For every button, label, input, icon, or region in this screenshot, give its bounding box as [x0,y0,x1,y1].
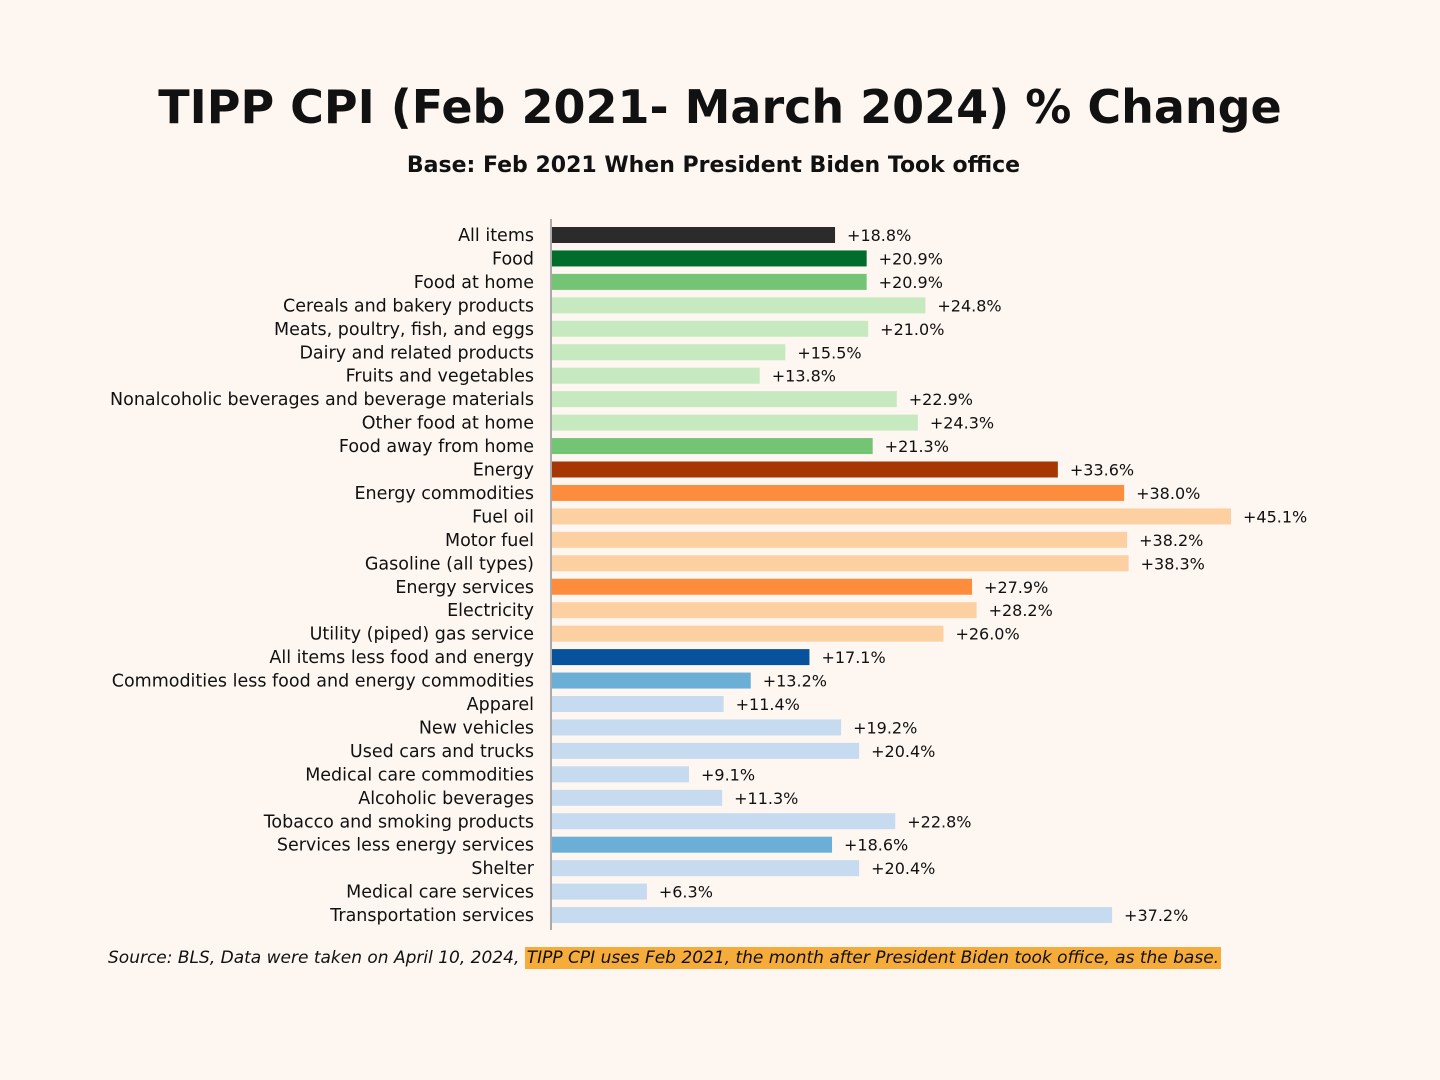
value-label: +37.2% [1124,906,1188,925]
category-label: Commodities less food and energy commodi… [112,672,534,692]
category-label: Gasoline (all types) [365,554,534,574]
bar [552,672,751,689]
source-text: Source: BLS, Data were taken on April 10… [108,948,525,968]
value-label: +20.4% [871,859,935,878]
bar [552,766,690,783]
value-label: +21.3% [885,437,949,456]
category-label: Energy services [395,578,534,598]
value-label: +45.1% [1243,507,1307,526]
bar [552,367,760,384]
category-label: Food at home [414,273,534,293]
value-label: +21.0% [880,320,944,339]
value-label: +38.0% [1136,484,1200,503]
category-label: Used cars and trucks [350,742,534,762]
bar [552,414,918,431]
bar [552,438,873,455]
bar [552,625,944,642]
category-label: Apparel [467,695,534,715]
bar [552,531,1128,548]
value-label: +9.1% [701,765,755,784]
value-label: +15.5% [797,343,861,362]
category-label: Utility (piped) gas service [310,625,534,645]
bar [552,742,860,759]
category-label: Medical care services [346,883,534,903]
bar [552,860,860,877]
bar [552,813,896,830]
value-label: +38.3% [1141,554,1205,573]
source-note: Source: BLS, Data were taken on April 10… [108,947,1222,969]
bar [552,344,786,361]
bar [552,696,724,712]
value-label: +13.8% [772,367,836,386]
bar [552,907,1113,924]
category-label: Fuel oil [472,507,534,527]
category-label: Meats, poultry, fish, and eggs [274,320,534,340]
category-label: Electricity [447,601,534,621]
bar [552,555,1129,572]
category-label: Energy [473,461,534,481]
category-label: Services less energy services [277,836,534,856]
value-label: +19.2% [853,718,917,737]
bar [552,883,647,900]
value-label: +24.3% [930,414,994,433]
bars-layer: All items +18.8% Food +20.9% Food at home +20… [110,226,1307,926]
value-label: +11.4% [736,695,800,714]
chart-subtitle: Base: Feb 2021 When President Biden Took… [406,153,1021,178]
category-label: Tobacco and smoking products [263,812,534,832]
category-label: Motor fuel [445,531,534,551]
category-label: Food [492,249,534,269]
source-highlight: TIPP CPI uses Feb 2021, the month after … [524,947,1222,969]
category-label: Nonalcoholic beverages and beverage mate… [110,390,534,410]
bar [552,719,842,736]
category-label: All items less food and energy [269,648,534,668]
bar [552,649,810,666]
value-label: +28.2% [989,601,1053,620]
value-label: +33.6% [1070,461,1134,480]
category-label: Energy commodities [354,484,534,504]
category-label: Cereals and bakery products [283,296,534,316]
bar [552,461,1058,478]
bar [552,484,1125,501]
value-label: +18.6% [844,836,908,855]
chart-title: TIPP CPI (Feb 2021- March 2024) % Change [158,80,1282,134]
value-label: +22.9% [909,390,973,409]
category-label: Transportation services [329,906,534,926]
category-label: All items [458,226,534,246]
bar [552,789,723,806]
value-label: +20.9% [879,249,943,268]
bar [552,250,867,267]
value-label: +26.0% [955,625,1019,644]
bar [552,602,977,619]
bar [552,391,897,408]
category-label: Dairy and related products [299,343,534,363]
value-label: +6.3% [659,883,713,902]
value-label: +20.4% [871,742,935,761]
bar [552,297,926,314]
value-label: +27.9% [984,578,1048,597]
bar [552,273,867,290]
value-label: +11.3% [734,789,798,808]
category-label: Other food at home [362,414,534,434]
bar [552,320,869,337]
bar [552,227,836,243]
bar [552,836,833,853]
category-label: Fruits and vegetables [346,367,534,387]
value-label: +20.9% [879,273,943,292]
value-label: +17.1% [821,648,885,667]
bar [552,508,1231,525]
value-label: +24.8% [937,296,1001,315]
category-label: Medical care commodities [305,765,534,785]
category-label: Food away from home [339,437,534,457]
category-label: Shelter [471,859,534,879]
value-label: +38.2% [1139,531,1203,550]
value-label: +18.8% [847,226,911,245]
value-label: +22.8% [907,812,971,831]
category-label: New vehicles [419,718,534,738]
value-label: +13.2% [763,672,827,691]
bar [552,578,973,595]
category-label: Alcoholic beverages [358,789,534,809]
